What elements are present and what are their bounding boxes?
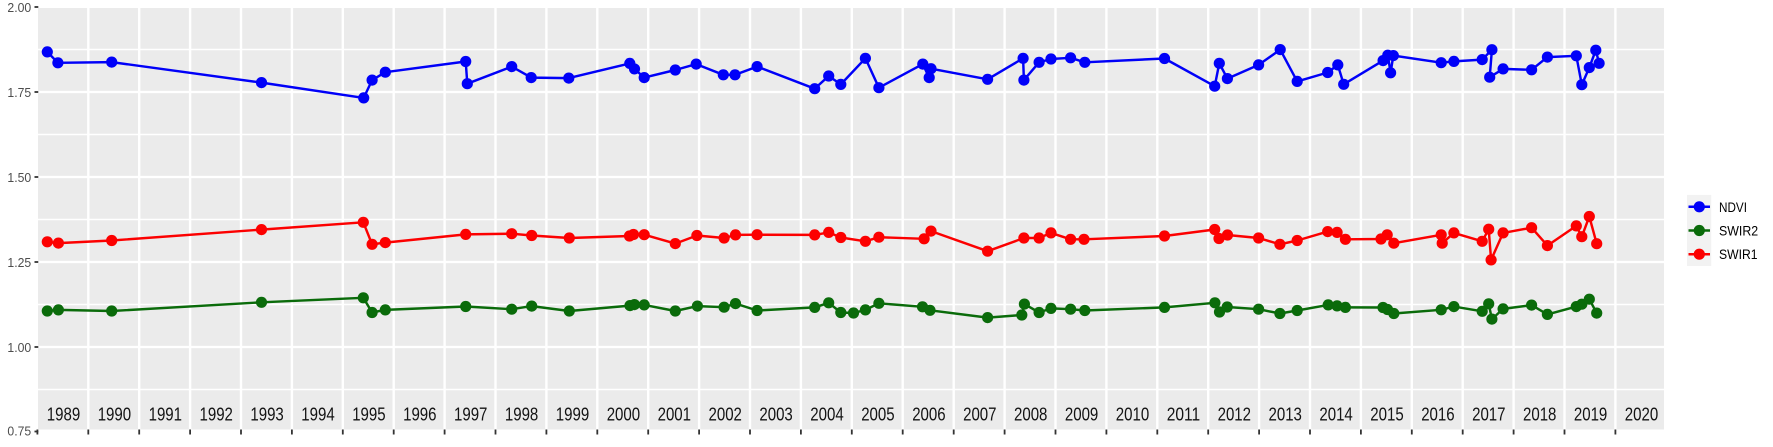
svg-text:1994: 1994 [301, 404, 334, 425]
svg-text:2003: 2003 [759, 404, 792, 425]
svg-text:1999: 1999 [556, 404, 589, 425]
svg-text:2016: 2016 [1421, 404, 1454, 425]
svg-text:1.00: 1.00 [7, 340, 31, 355]
svg-text:0.75: 0.75 [7, 423, 31, 438]
svg-text:SWIR2: SWIR2 [1719, 223, 1758, 239]
svg-text:2018: 2018 [1523, 404, 1556, 425]
svg-text:2012: 2012 [1218, 404, 1251, 425]
svg-text:2009: 2009 [1065, 404, 1098, 425]
svg-text:2019: 2019 [1574, 404, 1607, 425]
svg-text:2005: 2005 [861, 404, 894, 425]
svg-text:2010: 2010 [1116, 404, 1149, 425]
svg-text:SWIR1: SWIR1 [1719, 246, 1758, 262]
svg-text:2020: 2020 [1625, 404, 1658, 425]
svg-text:1998: 1998 [505, 404, 538, 425]
svg-text:2007: 2007 [963, 404, 996, 425]
svg-text:2002: 2002 [709, 404, 742, 425]
svg-text:1995: 1995 [352, 404, 385, 425]
svg-text:1992: 1992 [200, 404, 233, 425]
svg-text:1997: 1997 [454, 404, 487, 425]
svg-text:1996: 1996 [403, 404, 436, 425]
svg-text:1.25: 1.25 [7, 255, 31, 270]
svg-text:2008: 2008 [1014, 404, 1047, 425]
svg-text:NDVI: NDVI [1719, 199, 1747, 215]
svg-text:1993: 1993 [250, 404, 283, 425]
svg-text:2013: 2013 [1269, 404, 1302, 425]
svg-text:2000: 2000 [607, 404, 640, 425]
svg-text:1989: 1989 [47, 404, 80, 425]
svg-text:1.50: 1.50 [7, 170, 31, 185]
svg-text:1990: 1990 [98, 404, 131, 425]
svg-text:2015: 2015 [1370, 404, 1403, 425]
svg-text:2011: 2011 [1167, 404, 1200, 425]
svg-text:2014: 2014 [1319, 404, 1352, 425]
svg-text:2001: 2001 [658, 404, 691, 425]
svg-text:2017: 2017 [1472, 404, 1505, 425]
svg-text:2.00: 2.00 [7, 0, 31, 15]
svg-text:2004: 2004 [810, 404, 843, 425]
svg-text:2006: 2006 [912, 404, 945, 425]
svg-text:1991: 1991 [149, 404, 182, 425]
svg-text:1.75: 1.75 [7, 85, 31, 100]
